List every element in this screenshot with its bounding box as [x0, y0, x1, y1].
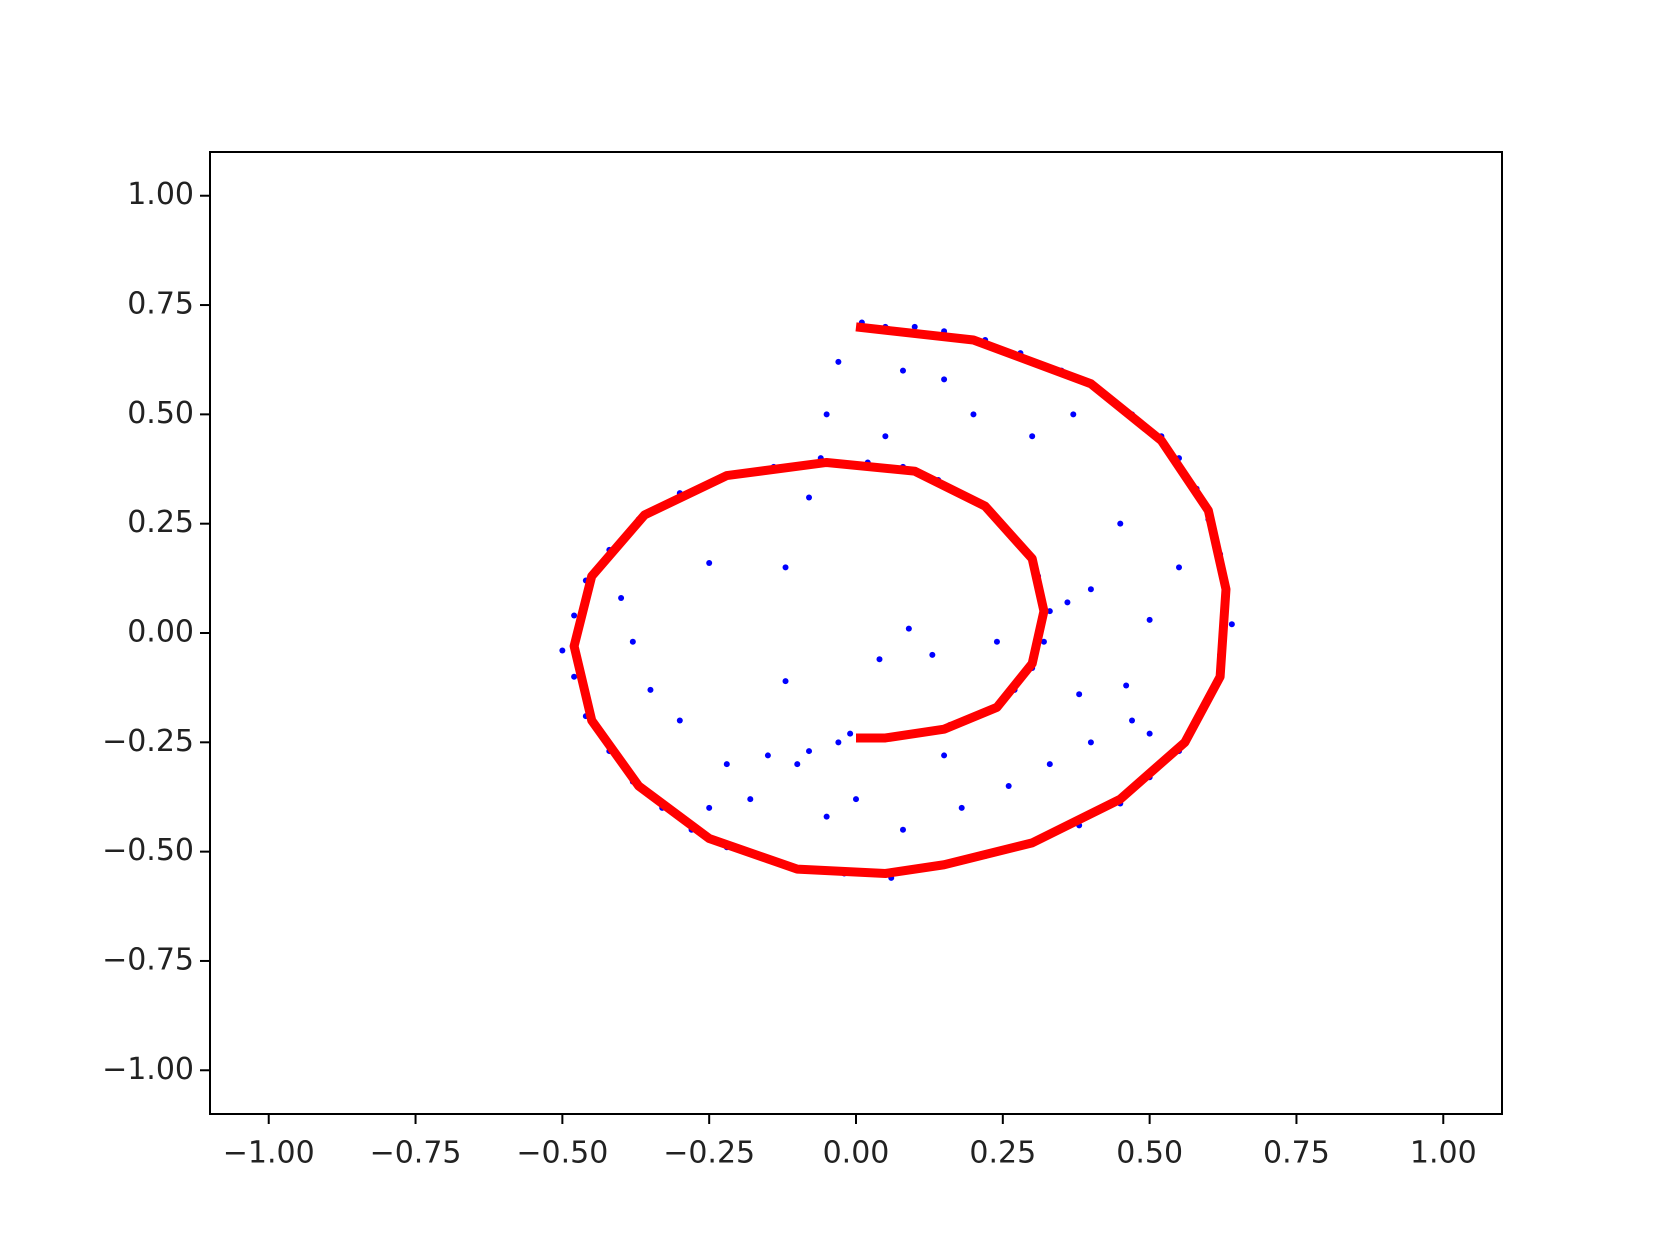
- x-tick-label: −1.00: [223, 1136, 315, 1171]
- point: [559, 647, 566, 654]
- point: [794, 761, 801, 768]
- point: [1005, 783, 1012, 790]
- point: [847, 730, 854, 737]
- y-tick-label: −0.25: [102, 724, 194, 759]
- point: [1087, 586, 1094, 593]
- y-tick-label: 0.75: [127, 287, 194, 322]
- point: [1146, 616, 1153, 623]
- y-tick-label: −1.00: [102, 1052, 194, 1087]
- x-tick-label: −0.50: [516, 1136, 608, 1171]
- point: [1029, 433, 1036, 440]
- x-tick-label: −0.25: [663, 1136, 755, 1171]
- point: [1064, 599, 1071, 606]
- y-tick-label: −0.50: [102, 833, 194, 868]
- point: [823, 411, 830, 418]
- y-tick-label: 0.50: [127, 396, 194, 431]
- point: [941, 376, 948, 383]
- point: [782, 678, 789, 685]
- point: [823, 813, 830, 820]
- y-tick-label: −0.75: [102, 942, 194, 977]
- point: [1046, 761, 1053, 768]
- point: [911, 323, 918, 330]
- point: [853, 796, 859, 803]
- point: [676, 717, 683, 724]
- point: [1046, 608, 1053, 615]
- point: [806, 494, 813, 501]
- x-tick-label: 0.75: [1263, 1136, 1330, 1171]
- point: [706, 804, 713, 811]
- point: [629, 638, 636, 645]
- y-tick-label: 0.25: [127, 505, 194, 540]
- point: [764, 752, 771, 759]
- point: [782, 564, 789, 571]
- point: [618, 595, 625, 602]
- point: [806, 748, 813, 755]
- line: [569, 322, 1231, 878]
- x-tick-label: 0.25: [969, 1136, 1036, 1171]
- point: [723, 761, 730, 768]
- point: [647, 686, 654, 693]
- point: [993, 638, 1000, 645]
- point: [970, 411, 977, 418]
- point: [1087, 739, 1094, 746]
- point: [905, 625, 912, 632]
- x-tick-label: 0.00: [823, 1136, 890, 1171]
- point: [1228, 621, 1235, 628]
- point: [835, 739, 842, 746]
- point: [1129, 717, 1136, 724]
- point: [882, 433, 889, 440]
- point: [941, 752, 948, 759]
- point: [1070, 411, 1077, 418]
- point: [1076, 691, 1083, 698]
- point: [1176, 564, 1182, 571]
- point: [835, 358, 842, 365]
- point: [1040, 638, 1047, 645]
- plot-frame: [209, 151, 1503, 1115]
- point: [958, 804, 965, 811]
- point: [899, 367, 906, 374]
- point: [1123, 682, 1130, 689]
- point: [747, 796, 754, 803]
- x-tick-label: 0.50: [1116, 1136, 1183, 1171]
- point: [929, 651, 936, 658]
- x-tick-label: −0.75: [370, 1136, 462, 1171]
- point: [1146, 730, 1153, 737]
- point: [706, 560, 713, 567]
- point: [876, 656, 883, 663]
- point: [571, 612, 578, 619]
- y-tick-label: 1.00: [127, 177, 194, 212]
- point: [571, 673, 578, 680]
- x-tick-label: 1.00: [1410, 1136, 1477, 1171]
- point: [899, 826, 906, 833]
- y-tick-label: 0.00: [127, 615, 194, 650]
- point: [1117, 520, 1124, 527]
